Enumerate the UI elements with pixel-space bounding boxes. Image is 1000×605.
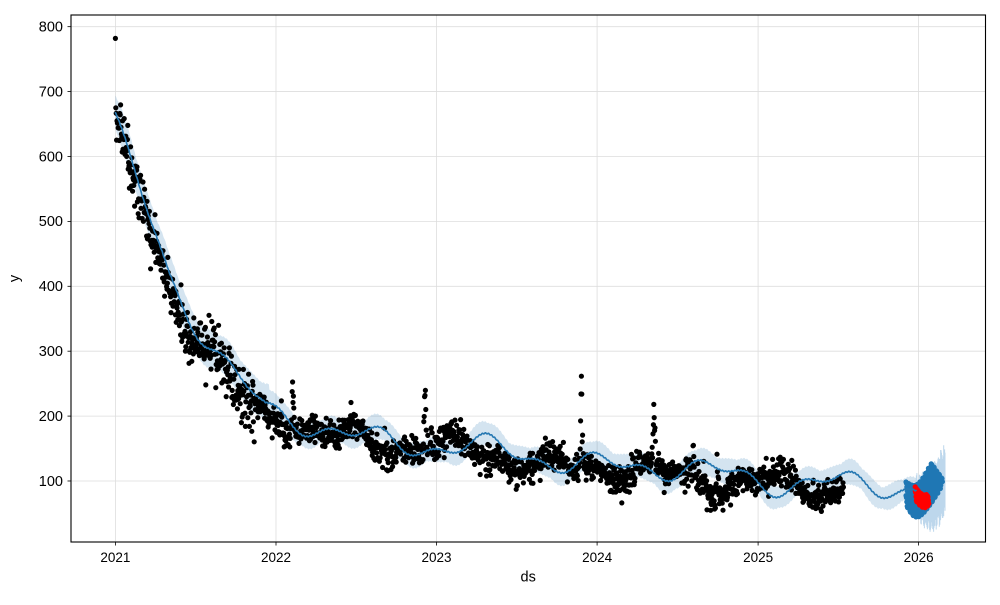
svg-text:2025: 2025 [743,550,773,565]
svg-text:300: 300 [39,344,63,360]
svg-text:400: 400 [39,279,63,295]
svg-text:800: 800 [39,19,63,35]
svg-text:ds: ds [521,570,536,586]
svg-text:2026: 2026 [904,550,934,565]
svg-text:100: 100 [39,474,63,490]
svg-text:2023: 2023 [421,550,451,565]
svg-text:500: 500 [39,214,63,230]
svg-text:2021: 2021 [100,550,130,565]
svg-text:2022: 2022 [261,550,291,565]
svg-text:700: 700 [39,84,63,100]
svg-text:600: 600 [39,149,63,165]
svg-text:y: y [7,274,23,282]
svg-text:2024: 2024 [582,550,613,565]
svg-text:200: 200 [39,409,63,425]
